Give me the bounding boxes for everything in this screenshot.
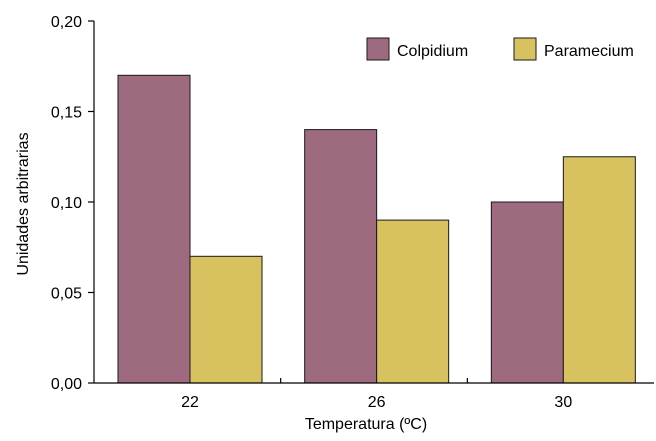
y-axis-title: Unidades arbitrarias: [15, 132, 32, 275]
bar-colpidium-30: [490, 201, 564, 384]
bar-paramecium-26: [376, 219, 450, 384]
y-tick-label: 0,15: [51, 105, 82, 122]
legend: Colpidium Paramecium: [366, 37, 634, 61]
x-tick-label: 26: [368, 394, 386, 411]
y-tick-label: 0,20: [51, 14, 82, 31]
x-tick-label: 30: [554, 394, 572, 411]
bars-group: [117, 74, 636, 384]
legend-swatch-paramecium: [513, 37, 537, 61]
y-tick-label: 0,10: [51, 195, 82, 212]
x-axis-title: Temperatura (ºC): [305, 416, 427, 433]
legend-label-paramecium: Paramecium: [544, 43, 634, 60]
bar-colpidium-22: [117, 74, 191, 384]
y-tick-label: 0,00: [51, 376, 82, 393]
legend-label-colpidium: Colpidium: [397, 43, 468, 60]
bar-paramecium-30: [562, 156, 636, 384]
bar-colpidium-26: [304, 129, 378, 384]
bar-paramecium-22: [189, 255, 263, 384]
y-tick-label: 0,05: [51, 286, 82, 303]
x-ticks-group: 22 26 30: [181, 378, 572, 411]
x-tick-label: 22: [181, 394, 199, 411]
y-ticks-group: 0,00 0,05 0,10 0,15 0,20: [51, 14, 94, 393]
legend-swatch-colpidium: [366, 37, 390, 61]
